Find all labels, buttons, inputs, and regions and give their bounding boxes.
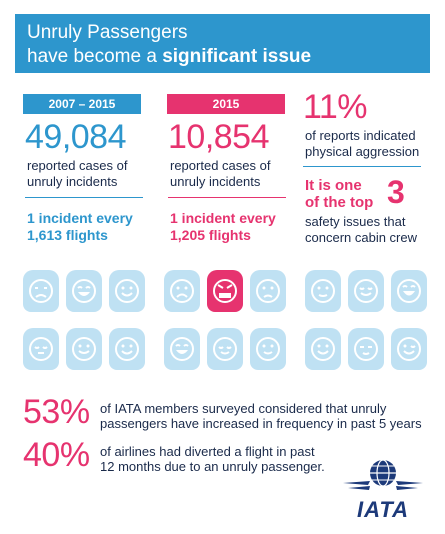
col1-desc-line2: unruly incidents [27,174,118,189]
seat-face-angry [207,270,243,312]
col1-divider [25,197,143,198]
seat-face-happy [66,270,102,312]
seat-face-smile [109,270,145,312]
col3-pct: 11% [303,88,368,126]
col3-top-line2: of the top [305,194,374,211]
col3-pct-line2: physical aggression [305,144,420,159]
col3-top-desc1: safety issues that [305,214,406,229]
header-banner: Unruly Passengers have become a signific… [15,14,430,73]
col2-rate-line1: 1 incident every [170,210,276,226]
header-title-line1: Unruly Passengers [27,22,188,43]
seat-face-relaxed [207,328,243,370]
iata-logo: IATA [338,455,428,525]
stat2-pct: 40% [23,436,90,474]
col1-count: 49,084 [25,118,127,156]
col2-count: 10,854 [168,118,270,156]
col2-desc-line2: unruly incidents [170,174,261,189]
col2-desc-line1: reported cases of [170,158,271,173]
stat1-line1: of IATA members surveyed considered that… [100,401,387,416]
header-title-line2: have become a significant issue [27,46,311,68]
seat-face-worried [250,270,286,312]
stat2-line1: of airlines had diverted a flight in pas… [100,444,315,459]
seat-face-sad [23,270,59,312]
seat-face-pleased [250,328,286,370]
col3-top-desc2: concern cabin crew [305,230,417,245]
period-tag-2015: 2015 [167,94,285,114]
stat1-line2: passengers have increased in frequency i… [100,416,422,431]
seat-face-dozing [348,328,384,370]
col3-pct-line1: of reports indicated [305,128,416,143]
col3-top-number: 3 [387,174,405,210]
seat-face-happy-2 [305,328,341,370]
seat-face-grin [164,328,200,370]
stat1-pct: 53% [23,393,90,431]
seat-face-calm [66,328,102,370]
seat-face-neutral [305,270,341,312]
col2-divider [168,197,286,198]
seat-face-laugh [391,270,427,312]
col3-divider [303,166,421,167]
col1-rate-line1: 1 incident every [27,210,133,226]
iata-logo-text: IATA [356,497,410,522]
seat-face-smile-2 [109,328,145,370]
period-tag-2007-2015: 2007 – 2015 [23,94,141,114]
seat-face-content [348,270,384,312]
stat2-line2: 12 months due to an unruly passenger. [100,459,325,474]
seat-face-sleepy [23,328,59,370]
col2-rate-line2: 1,205 flights [170,227,251,243]
col1-desc-line1: reported cases of [27,158,128,173]
col3-top-line1: It is one [305,177,362,194]
header-line2-bold: significant issue [162,46,312,67]
seat-face-frown [164,270,200,312]
seat-grid [23,270,427,370]
seat-face-wink [391,328,427,370]
col1-rate-line2: 1,613 flights [27,227,108,243]
header-line2-prefix: have become a [27,46,163,67]
